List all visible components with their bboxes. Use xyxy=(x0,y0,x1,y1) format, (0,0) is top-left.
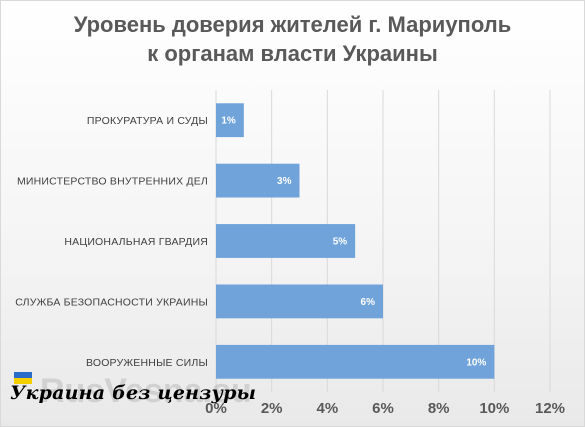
bars: 1% 3% 5% 6% 10% xyxy=(216,103,495,379)
flag-blue-stripe xyxy=(14,372,32,378)
x-tick-label: 6% xyxy=(372,400,394,417)
data-label: 6% xyxy=(361,297,376,308)
logo-text: Украина без цензуры xyxy=(10,382,257,404)
chart-title-line-2: к органам власти Украины xyxy=(147,41,438,66)
x-tick-label: 12% xyxy=(535,400,565,417)
category-label: НАЦИОНАЛЬНАЯ ГВАРДИЯ xyxy=(64,236,208,248)
x-tick-label: 2% xyxy=(261,400,283,417)
x-tick-labels: 0% 2% 4% 6% 8% 10% 12% xyxy=(205,400,565,417)
x-tick-label: 4% xyxy=(316,400,338,417)
chart-title-line-1: Уровень доверия жителей г. Мариуполь xyxy=(73,12,512,37)
category-label: СЛУЖБА БЕЗОПАСНОСТИ УКРАИНЫ xyxy=(15,296,208,308)
ukraine-flag-icon xyxy=(14,372,32,384)
category-label: МИНИСТЕРСТВО ВНУТРЕННИХ ДЕЛ xyxy=(17,176,208,188)
x-tick-label: 8% xyxy=(428,400,450,417)
bar xyxy=(216,284,383,319)
category-label: ПРОКУРАТУРА И СУДЫ xyxy=(87,115,208,127)
flag-yellow-stripe xyxy=(14,378,32,384)
bar xyxy=(216,344,495,379)
x-tick-label: 0% xyxy=(205,400,227,417)
bar xyxy=(216,224,356,258)
category-label: ВООРУЖЕННЫЕ СИЛЫ xyxy=(86,357,208,369)
category-labels: ПРОКУРАТУРА И СУДЫ МИНИСТЕРСТВО ВНУТРЕННИ… xyxy=(15,115,208,369)
chart-title: Уровень доверия жителей г. Мариуполь к о… xyxy=(0,10,585,68)
x-tick-label: 10% xyxy=(479,400,509,417)
data-label: 1% xyxy=(221,116,236,127)
data-label: 5% xyxy=(333,237,348,248)
watermark: RusVesna.su xyxy=(40,372,252,410)
bar xyxy=(216,103,244,138)
data-label: 3% xyxy=(277,176,292,187)
bar xyxy=(216,163,300,198)
data-label: 10% xyxy=(466,357,486,368)
